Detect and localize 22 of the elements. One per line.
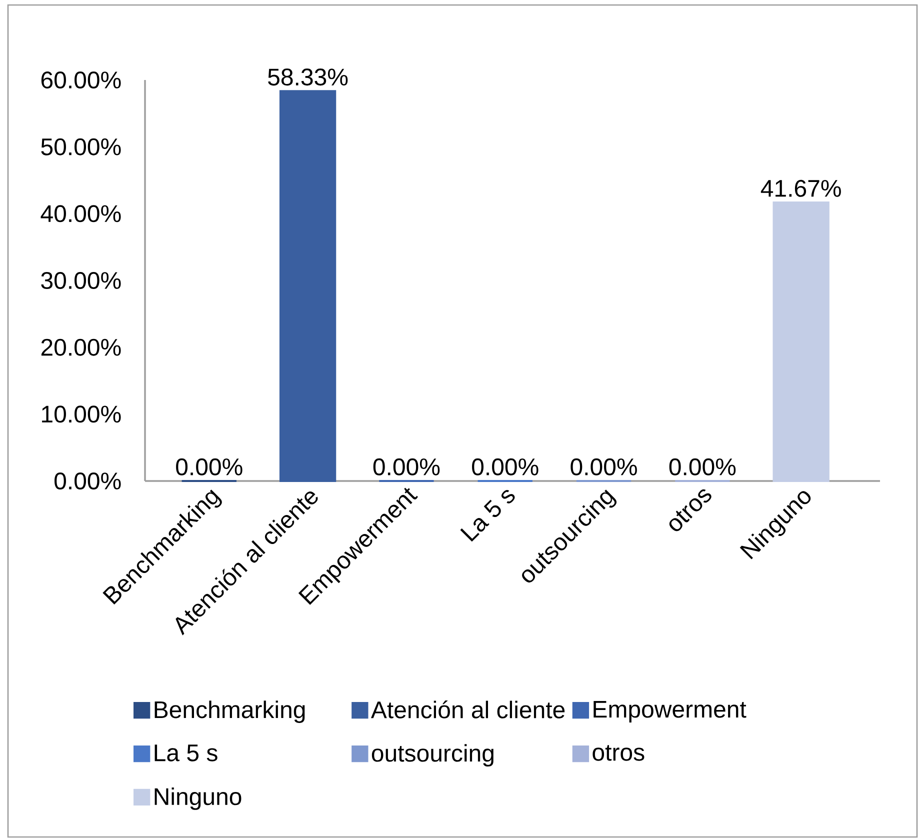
legend-label: Benchmarking (154, 700, 305, 723)
y-tick-label: 30.00% (41, 272, 121, 289)
y-tick-label: 60.00% (41, 71, 121, 88)
data-label: 0.00% (176, 458, 242, 476)
data-label: 0.00% (669, 458, 736, 476)
legend-label: otros (592, 745, 644, 761)
y-tick-label: 0.00% (54, 472, 121, 490)
y-tick-label: 40.00% (40, 205, 121, 222)
legend-label: Empowerment (594, 701, 746, 723)
legend-label: outsourcing (372, 744, 494, 767)
data-label: 41.67% (760, 180, 841, 197)
y-tick-label: 50.00% (41, 138, 121, 156)
data-label: 0.00% (472, 458, 538, 476)
data-label: 58.33% (268, 68, 348, 86)
y-tick-label: 20.00% (41, 338, 121, 356)
legend-label: La 5 s (154, 744, 218, 762)
legend-label: Atención al cliente (370, 700, 565, 718)
legend-label: Ninguno (154, 788, 242, 810)
data-label: 0.00% (373, 458, 440, 476)
data-label: 0.00% (570, 458, 637, 476)
x-tick-label: La 5 s (460, 490, 515, 542)
y-tick-label: 10.00% (42, 406, 121, 423)
